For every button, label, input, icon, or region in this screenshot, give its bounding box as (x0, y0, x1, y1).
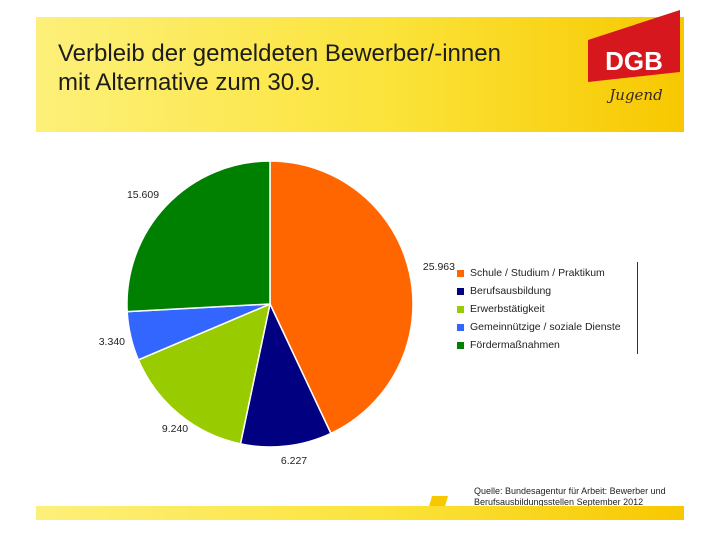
legend-item: Gemeinnützige / soziale Dienste (457, 320, 621, 334)
legend-item: Schule / Studium / Praktikum (457, 266, 605, 280)
slice-value-label: 9.240 (162, 423, 188, 435)
legend-swatch (457, 323, 464, 331)
pie-slice (126, 160, 271, 313)
chart-legend: Schule / Studium / Praktikum Berufsausbil… (457, 262, 638, 354)
logo-text: DGB (605, 46, 663, 76)
legend-label: Berufsausbildung (470, 285, 552, 297)
legend-item: Erwerbstätigkeit (457, 302, 545, 316)
logo-script-text: Jugend (606, 86, 662, 104)
slice-value-label: 3.340 (99, 336, 125, 348)
slice-value-label: 6.227 (281, 455, 307, 467)
dgb-jugend-logo: DGB Jugend (588, 10, 680, 104)
pie-slice (137, 302, 272, 445)
slice-value-label: 25.963 (423, 261, 455, 273)
logo-flag-shape (588, 10, 680, 82)
legend-label: Fördermaßnahmen (470, 339, 560, 351)
footer-banner (36, 506, 684, 520)
page-title: Verbleib der gemeldeten Bewerber/-innen … (58, 40, 501, 96)
source-note: Quelle: Bundesagentur für Arbeit: Bewerb… (474, 486, 666, 507)
legend-swatch (457, 341, 464, 349)
legend-label: Erwerbstätigkeit (470, 303, 545, 315)
legend-label: Schule / Studium / Praktikum (470, 267, 605, 279)
legend-swatch (457, 287, 464, 295)
pie-slice (269, 160, 414, 435)
legend-swatch (457, 305, 464, 313)
legend-item: Fördermaßnahmen (457, 338, 560, 352)
slice-value-label: 15.609 (127, 189, 159, 201)
legend-label: Gemeinnützige / soziale Dienste (470, 321, 621, 333)
title-banner: Verbleib der gemeldeten Bewerber/-innen … (36, 10, 684, 132)
legend-item: Berufsausbildung (457, 284, 551, 298)
legend-swatch (457, 269, 464, 277)
